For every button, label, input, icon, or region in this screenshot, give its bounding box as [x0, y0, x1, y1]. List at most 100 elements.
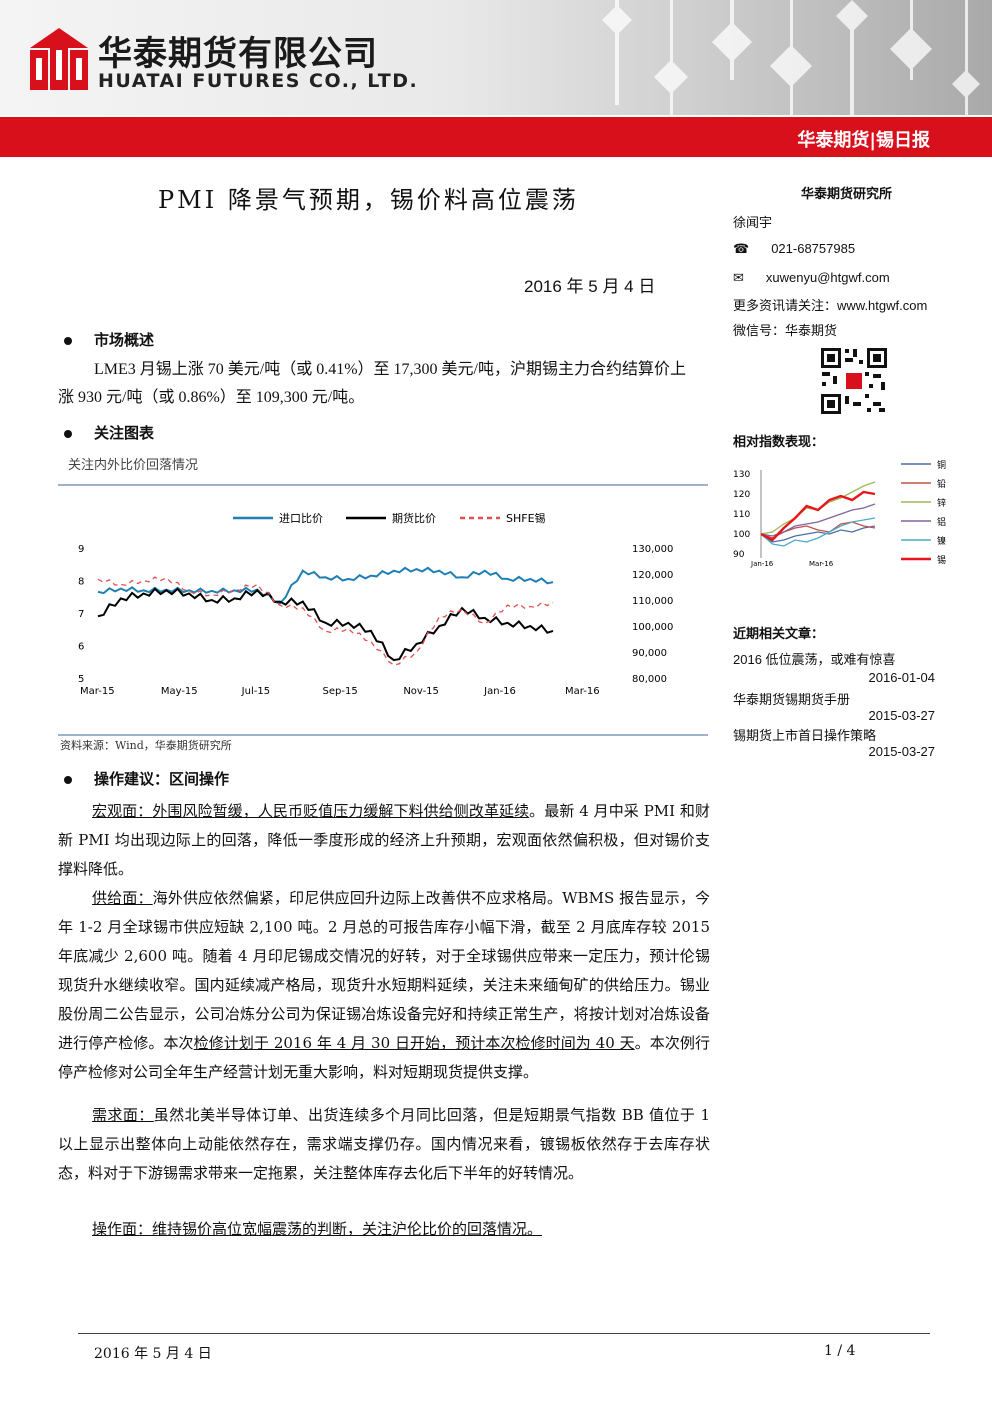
- perf-y-tick: 130: [733, 470, 750, 480]
- perf-legend-label: 铝: [937, 516, 946, 528]
- x-tick: Nov-15: [403, 686, 439, 697]
- y-left-tick: 6: [78, 642, 84, 653]
- supply-highlight: 检修计划于 2016 年 4 月 30 日开始，预计本次检修时间为 40 天: [193, 1034, 635, 1052]
- series-line: [97, 587, 554, 662]
- bullet-icon: [64, 775, 72, 784]
- macro-highlight: 外围风险暂缓，人民币贬值压力缓解下料供给侧改革延续: [152, 802, 530, 820]
- analyst-name: 徐闻宇: [733, 215, 773, 230]
- perf-axes: 130 120 110 100 90 Jan-16 Mar-16: [733, 470, 834, 568]
- perf-legend-label: 锌: [937, 497, 946, 509]
- huatai-logo-icon: [30, 28, 88, 90]
- article-title-2[interactable]: 华泰期货锡期货手册: [733, 692, 851, 707]
- macro-paragraph: 宏观面：外围风险暂缓，人民币贬值压力缓解下料供给侧改革延续。最新 4 月中采 P…: [58, 797, 710, 884]
- header-decoration: [602, 0, 980, 115]
- company-name-cn: 华泰期货有限公司: [98, 34, 378, 74]
- y-left-tick: 5: [78, 674, 84, 685]
- phone-row: ☎ 021-68757985: [733, 241, 855, 257]
- supply-paragraph: 供给面：海外供应依然偏紧，印尼供应回升边际上改善供不应求格局。WBMS 报告显示…: [58, 884, 710, 1087]
- supply-text-2: 。本次例行停产检修对公司全年生产经营计划无重大影响，料对短期现货提供支撑。: [58, 1034, 710, 1081]
- x-tick: Mar-16: [565, 686, 600, 697]
- footer-divider: [78, 1333, 930, 1334]
- demand-text: 虽然北美半导体订单、出货连续多个月同比回落，但是短期景气指数 BB 值位于 1 …: [58, 1106, 710, 1182]
- section-heading-chart: 关注图表: [64, 422, 154, 443]
- report-date: 2016 年 5 月 4 日: [524, 277, 656, 296]
- section-heading-market: 市场概述: [64, 329, 154, 350]
- more-info[interactable]: 更多资讯请关注：www.htgwf.com: [733, 298, 928, 313]
- chart-caption: 关注内外比价回落情况: [68, 458, 199, 473]
- perf-legend-label: 镍: [937, 535, 946, 547]
- y-right-tick: 120,000: [632, 570, 673, 581]
- demand-label: 需求面：: [92, 1106, 154, 1124]
- bullet-icon: [64, 336, 72, 345]
- perf-legend-label: 铅: [937, 478, 946, 490]
- ops-paragraph: 操作面：维持锡价高位宽幅震荡的判断，关注沪伦比价的回落情况。: [58, 1215, 710, 1244]
- article-title-1[interactable]: 2016 低位震荡，或难有惊喜: [733, 652, 896, 667]
- qr-code-icon: [819, 346, 889, 416]
- mail-icon: ✉: [733, 270, 744, 285]
- legend-label: SHFE锡: [506, 511, 546, 525]
- perf-y-tick: 100: [733, 530, 750, 540]
- article-date-3: 2015-03-27: [868, 744, 936, 759]
- y-right-tick: 80,000: [632, 674, 667, 685]
- perf-legend-label: 锡: [937, 555, 946, 566]
- x-tick: Jul-15: [241, 686, 270, 697]
- perf-series-line: [760, 517, 876, 547]
- chart-source: 资料来源：Wind，华泰期货研究所: [60, 739, 232, 752]
- supply-label: 供给面：: [92, 889, 153, 907]
- perf-x-tick: Jan-16: [750, 560, 774, 568]
- footer-date: 2016 年 5 月 4 日: [94, 1346, 212, 1362]
- company-name-en: HUATAI FUTURES CO., LTD.: [98, 70, 419, 92]
- report-red-bar: [0, 117, 992, 157]
- x-tick: Jan-16: [483, 686, 516, 697]
- recent-title: 近期相关文章：: [733, 627, 825, 642]
- chart-heading-text: 关注图表: [94, 424, 155, 442]
- wechat-id: 微信号：华泰期货: [733, 323, 838, 338]
- chart-series: [97, 566, 554, 666]
- y-right-tick: 130,000: [632, 544, 673, 555]
- perf-series-line: [760, 481, 876, 535]
- perf-series: [760, 481, 876, 547]
- series-line: [97, 566, 554, 605]
- report-label: 华泰期货|锡日报: [797, 130, 930, 151]
- price-ratio-chart: 进口比价 期货比价 SHFE锡 9 8 7 6 5 130,000 120,000 110,000…: [78, 511, 673, 697]
- legend-label: 进口比价: [279, 512, 323, 525]
- ops-text: 操作面：维持锡价高位宽幅震荡的判断，关注沪伦比价的回落情况。: [92, 1220, 543, 1238]
- bullet-icon: [64, 429, 72, 438]
- perf-series-line: [760, 525, 876, 543]
- y-left-tick: 8: [78, 577, 84, 588]
- section-heading-operation: 操作建议：区间操作: [64, 768, 229, 789]
- operation-heading-text: 操作建议：区间操作: [94, 770, 230, 788]
- perf-title: 相对指数表现：: [733, 435, 825, 450]
- macro-label: 宏观面：: [92, 802, 153, 820]
- y-right-tick: 110,000: [632, 596, 673, 607]
- perf-legend-label: 铜: [937, 459, 946, 471]
- article-title-3[interactable]: 锡期货上市首日操作策略: [733, 728, 877, 743]
- email-address[interactable]: xuwenyu@htgwf.com: [765, 270, 890, 285]
- phone-icon: ☎: [733, 241, 750, 256]
- sidebar-institute: 华泰期货研究所: [801, 187, 893, 202]
- perf-x-tick: Mar-16: [809, 560, 834, 568]
- y-left-tick: 7: [78, 609, 84, 620]
- demand-paragraph: 需求面：虽然北美半导体订单、出货连续多个月同比回落，但是短期景气指数 BB 值位…: [58, 1101, 710, 1188]
- email-row: ✉ xuwenyu@htgwf.com: [733, 270, 890, 286]
- market-summary-text: LME3 月锡上涨 70 美元/吨（或 0.41%）至 17,300 美元/吨，…: [58, 361, 686, 406]
- perf-y-tick: 90: [733, 550, 745, 560]
- x-tick: May-15: [161, 686, 198, 697]
- x-tick: Mar-15: [80, 686, 115, 697]
- macro-text: 。最新 4 月中采 PMI 和财新 PMI 均出现边际上的回落，降低一季度形成的…: [58, 802, 710, 878]
- report-title: PMI 降景气预期，锡价料高位震荡: [158, 186, 579, 214]
- legend-label: 期货比价: [392, 511, 436, 525]
- supply-text-1: 海外供应依然偏紧，印尼供应回升边际上改善供不应求格局。WBMS 报告显示，今年 …: [58, 889, 710, 1052]
- chart-axes: 9 8 7 6 5 130,000 120,000 110,000 100,000 90,000 8…: [78, 544, 673, 697]
- article-date-2: 2015-03-27: [868, 708, 936, 723]
- chart-frame: [58, 484, 708, 736]
- y-right-tick: 90,000: [632, 648, 667, 659]
- y-left-tick: 9: [78, 544, 84, 555]
- y-right-tick: 100,000: [632, 622, 673, 633]
- perf-y-tick: 110: [733, 510, 750, 520]
- page-number: 1 / 4: [824, 1343, 856, 1359]
- x-tick: Sep-15: [323, 686, 358, 697]
- article-date-1: 2016-01-04: [868, 670, 936, 685]
